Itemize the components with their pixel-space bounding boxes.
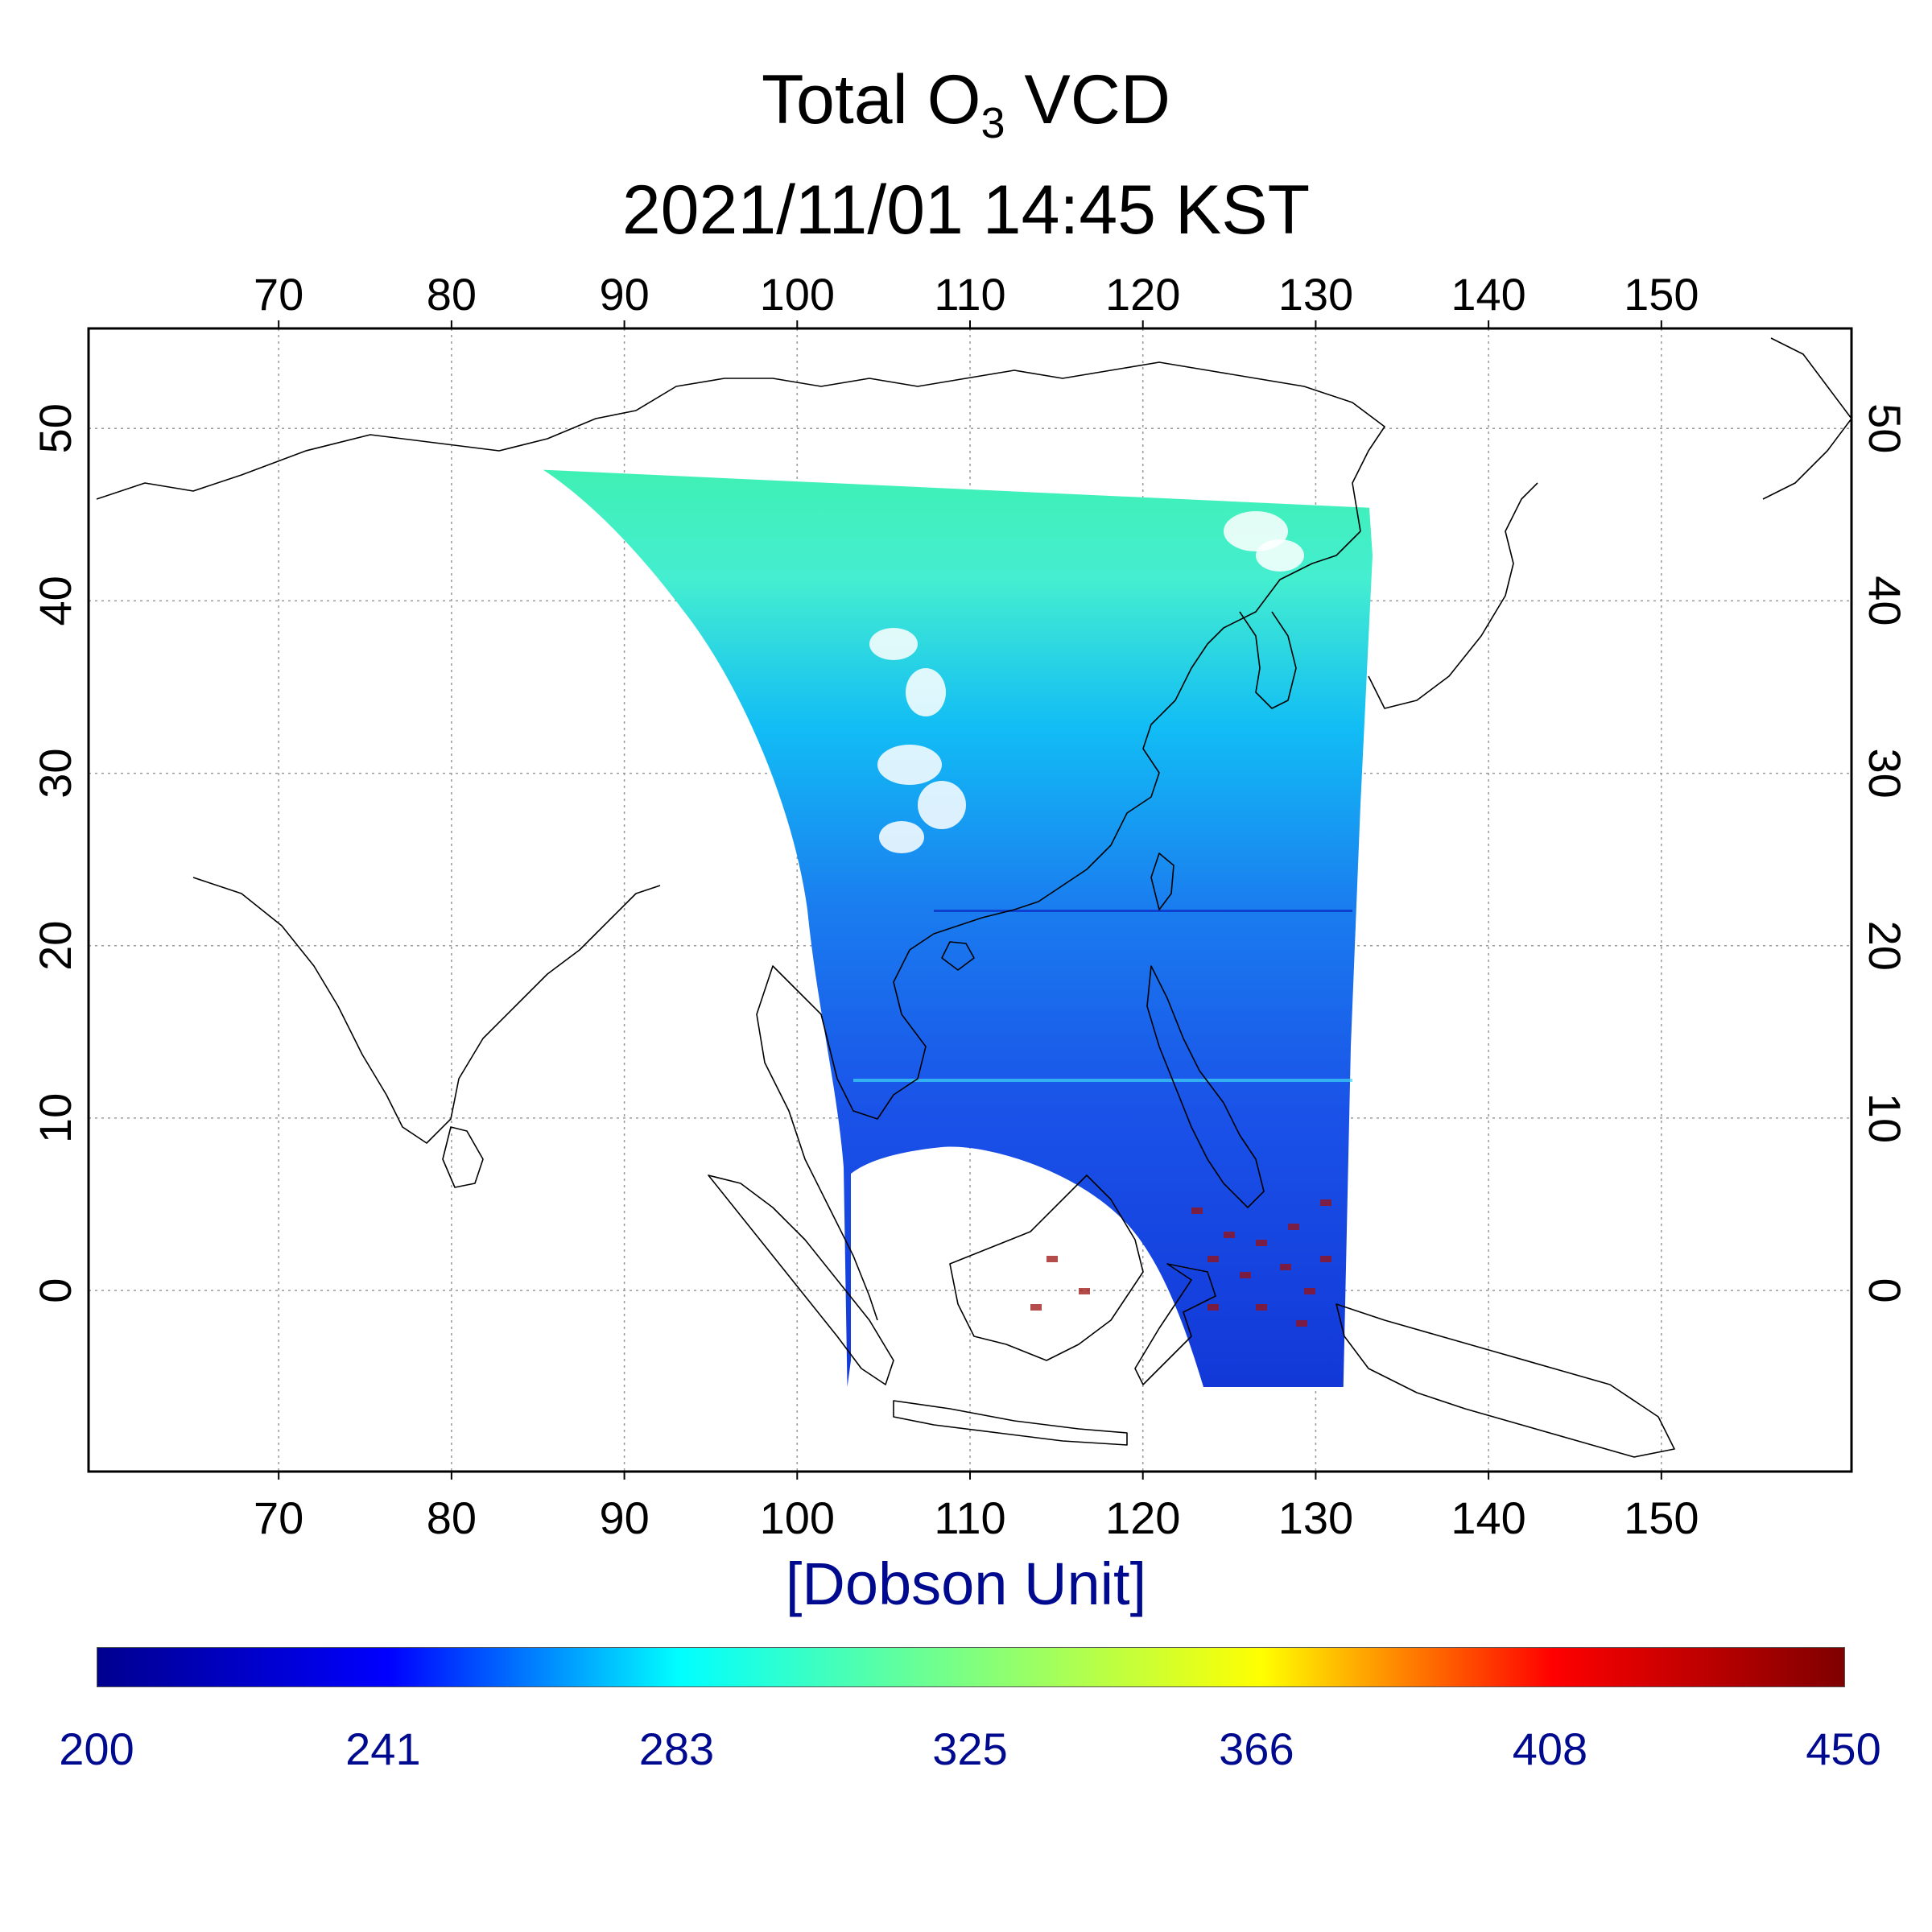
lon-label-bottom: 150 xyxy=(1624,1492,1699,1543)
lat-labels-right: 50 40 30 20 10 0 xyxy=(1860,403,1910,1303)
colorbar-tick-labels: 200 241 283 325 366 408 450 xyxy=(0,1723,1932,1787)
title-subscript: 3 xyxy=(980,99,1005,147)
lat-label-right: 10 xyxy=(1860,1093,1910,1143)
high-ozone-speckle xyxy=(1208,1304,1219,1311)
lat-label-right: 40 xyxy=(1860,576,1910,625)
coastline-kamchatka xyxy=(1762,337,1852,500)
lon-label-top: 70 xyxy=(254,269,303,320)
map-title: Total O3 VCD 2021/11/01 14:45 KST xyxy=(0,56,1932,254)
colorbar-tick-366: 366 xyxy=(1219,1724,1294,1774)
axis-ticks xyxy=(278,320,1662,1480)
lon-label-bottom: 140 xyxy=(1451,1492,1525,1543)
lon-label-bottom: 90 xyxy=(599,1492,649,1543)
high-ozone-speckle xyxy=(1304,1288,1315,1294)
lon-label-bottom: 130 xyxy=(1278,1492,1353,1543)
cloud-gap xyxy=(869,628,918,660)
high-ozone-speckle xyxy=(1320,1199,1331,1206)
coastline-hainan xyxy=(941,941,975,971)
coastline-sri-lanka xyxy=(442,1126,484,1188)
lat-label-left: 30 xyxy=(30,748,80,798)
lon-label-top: 90 xyxy=(599,269,649,320)
lon-label-bottom: 110 xyxy=(934,1492,1005,1543)
colorbar-tick-283: 283 xyxy=(638,1724,715,1774)
coastline-indochina xyxy=(756,949,927,1321)
lat-lon-gridlines xyxy=(89,328,1852,1472)
coastline-korea xyxy=(1239,611,1297,709)
title-prefix: Total O xyxy=(762,61,981,138)
high-ozone-speckle xyxy=(1240,1272,1251,1278)
high-ozone-speckle xyxy=(1296,1320,1307,1327)
lat-label-left: 40 xyxy=(30,576,80,625)
colorbar-tick-241: 241 xyxy=(345,1724,421,1774)
coastline-china-korea xyxy=(909,530,1361,951)
title-product-line: Total O3 VCD xyxy=(0,56,1932,167)
lon-labels-top: 70 80 90 100 110 120 130 140 150 xyxy=(254,269,1699,320)
colorbar-tick-200: 200 xyxy=(59,1724,134,1774)
coastline-northwest xyxy=(96,361,1385,532)
lat-label-left: 20 xyxy=(30,921,80,971)
coastline-new-guinea xyxy=(1335,1303,1675,1458)
lat-label-right: 30 xyxy=(1860,748,1910,798)
title-datetime: 2021/11/01 14:45 KST xyxy=(621,171,1311,249)
colorbar-tick-325: 325 xyxy=(932,1724,1008,1774)
colorbar-tick-408: 408 xyxy=(1512,1724,1588,1774)
high-ozone-speckle xyxy=(1046,1256,1058,1262)
high-ozone-speckle xyxy=(1280,1264,1291,1270)
lon-label-top: 130 xyxy=(1278,269,1353,320)
lon-labels-bottom: 70 80 90 100 110 120 130 140 150 xyxy=(254,1492,1699,1543)
lon-label-bottom: 120 xyxy=(1105,1492,1180,1543)
high-ozone-speckle xyxy=(1256,1240,1267,1246)
lon-label-top: 140 xyxy=(1451,269,1525,320)
lon-label-top: 100 xyxy=(760,269,835,320)
scan-line-artifact xyxy=(853,1079,1352,1082)
high-ozone-speckle xyxy=(1256,1304,1267,1311)
lon-label-top: 150 xyxy=(1624,269,1699,320)
high-ozone-speckle xyxy=(1320,1256,1331,1262)
lon-label-top: 110 xyxy=(934,269,1005,320)
coastline-philippines xyxy=(1146,965,1265,1208)
high-ozone-speckle xyxy=(1030,1304,1042,1311)
high-ozone-speckle xyxy=(1079,1288,1090,1294)
high-ozone-speckle xyxy=(1208,1256,1219,1262)
lon-label-bottom: 80 xyxy=(427,1492,477,1543)
coastline-sumatra xyxy=(708,1174,894,1385)
coastline-japan xyxy=(1368,482,1538,709)
cloud-gap xyxy=(1256,539,1304,572)
high-ozone-speckle xyxy=(1288,1224,1299,1230)
cloud-gap xyxy=(877,745,942,785)
high-ozone-speckle xyxy=(1191,1208,1203,1214)
lon-label-top: 80 xyxy=(427,269,477,320)
cloud-gap xyxy=(918,781,966,829)
lat-label-left: 50 xyxy=(30,403,80,453)
scan-line-artifact-north xyxy=(934,910,1352,912)
coastline-taiwan xyxy=(1150,852,1174,910)
lat-label-right: 50 xyxy=(1860,403,1910,453)
lon-label-bottom: 100 xyxy=(760,1492,835,1543)
title-suffix: VCD xyxy=(1005,61,1170,138)
coastlines xyxy=(96,337,1852,1458)
lat-label-right: 0 xyxy=(1860,1278,1910,1303)
high-ozone-speckle xyxy=(1224,1232,1235,1238)
coastline-borneo xyxy=(949,1174,1144,1361)
cloud-gap xyxy=(879,821,924,853)
colorbar-unit-label: [Dobson Unit] xyxy=(785,1550,1147,1617)
lon-label-top: 120 xyxy=(1105,269,1180,320)
ozone-swath xyxy=(543,469,1373,1388)
colorbar xyxy=(97,1647,1845,1687)
coastline-india xyxy=(192,877,661,1144)
lon-label-bottom: 70 xyxy=(254,1492,303,1543)
coastline-java xyxy=(893,1400,1128,1446)
lat-label-left: 10 xyxy=(30,1093,80,1143)
colorbar-tick-450: 450 xyxy=(1806,1724,1881,1774)
cloud-gap xyxy=(906,668,946,716)
lat-labels-left: 50 40 30 20 10 0 xyxy=(30,403,80,1303)
lat-label-left: 0 xyxy=(30,1278,80,1303)
swath-details xyxy=(853,511,1352,1327)
lat-label-right: 20 xyxy=(1860,921,1910,971)
coastline-sulawesi xyxy=(1134,1263,1216,1385)
